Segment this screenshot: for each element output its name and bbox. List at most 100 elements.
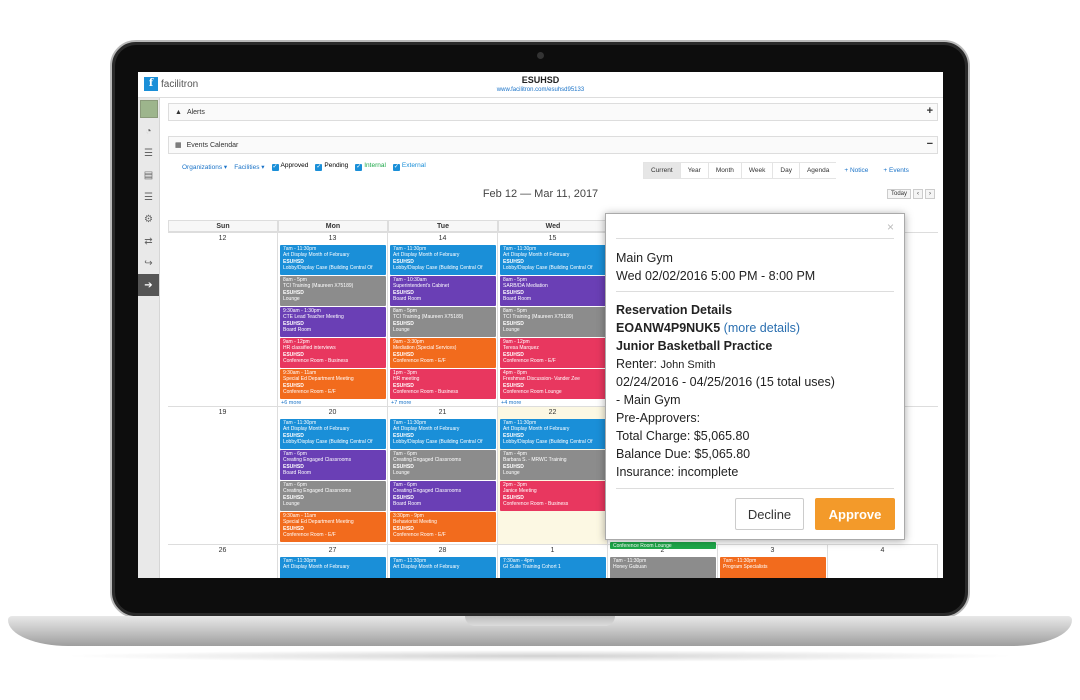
calendar-event[interactable]: 7am - 11:30pm Honey Gubuan	[610, 557, 716, 578]
list-details-icon[interactable]: ☰	[144, 191, 153, 203]
dashboard-icon[interactable]: ◔	[145, 125, 152, 137]
prev-button[interactable]: ‹	[913, 189, 924, 199]
user-avatar[interactable]	[140, 100, 158, 118]
view-day-button[interactable]: Day	[772, 162, 800, 179]
pending-filter[interactable]: ✓ Pending	[315, 162, 348, 171]
calendar-day-cell[interactable]: 2 7am - 11:30pm Honey Gubuan	[608, 545, 718, 578]
calendar-event[interactable]: 7am - 11:30pm Art Display Month of Februa…	[390, 419, 496, 449]
calendar-event[interactable]: 9:30am - 11am Special Ed Department Meeti…	[280, 369, 386, 399]
event-title: Art Display Month of February	[503, 426, 570, 433]
transfer-icon[interactable]: ⇄	[144, 235, 153, 247]
calendar-event[interactable]: 9:30am - 11am Special Ed Department Meeti…	[280, 512, 386, 542]
view-month-button[interactable]: Month	[707, 162, 742, 179]
calendar-event[interactable]: 7am - 4pm Barbara S. - MRWC Training ESUHS…	[500, 450, 606, 480]
calendar-day-cell[interactable]: 21 7am - 11:30pm Art Display Month of Febr…	[388, 407, 498, 544]
calendar-event[interactable]: 9am - 3:30pm Mediation (Special Services)…	[390, 338, 496, 368]
calendar-event[interactable]: 8am - 5pm TCI Training (Maureen X75189) ES…	[280, 276, 386, 306]
calendar-event[interactable]: 8am - 5pm SARB/DA Mediation ESUHSD Board Ro…	[500, 276, 606, 306]
add-notice-button[interactable]: + Notice	[836, 162, 877, 179]
facilities-dropdown[interactable]: Facilities ▾	[234, 163, 265, 171]
calendar-event[interactable]: 7am - 11:30pm Art Display Month of Februa…	[280, 419, 386, 449]
calendar-event[interactable]: 7:30am - 4pm GI Suite Training Cohort 1	[500, 557, 606, 578]
event-org: ESUHSD	[283, 320, 304, 327]
calendar-day-cell[interactable]: 4	[828, 545, 938, 578]
list-icon[interactable]: ☰	[144, 147, 153, 159]
arrow-right-icon[interactable]: ➔	[138, 274, 159, 296]
calendar-day-cell[interactable]: 14 7am - 11:30pm Art Display Month of Febr…	[388, 233, 498, 406]
more-events-link[interactable]: +6 more	[281, 400, 302, 406]
calendar-event[interactable]: 1pm - 3pm HR meeting ESUHSD Conference Room…	[390, 369, 496, 399]
calendar-day-cell[interactable]: 19	[168, 407, 278, 544]
gear-icon[interactable]: ⚙	[144, 213, 153, 225]
alerts-panel[interactable]: ▲ Alerts +	[168, 103, 938, 121]
logout-icon[interactable]: ↪	[144, 257, 153, 269]
calendar-day-cell[interactable]: 12	[168, 233, 278, 406]
calendar-event[interactable]: 7am - 11:30pm Art Display Month of Februa…	[280, 557, 386, 578]
decline-button[interactable]: Decline	[735, 498, 804, 530]
calendar-event[interactable]: 2pm - 3pm Janice Meeting ESUHSD Conference …	[500, 481, 606, 511]
calendar-event[interactable]: 9am - 12pm HR classified interviews ESUHSD…	[280, 338, 386, 368]
calendar-event[interactable]: 7am - 6pm Creating Engaged Classrooms ESUH…	[390, 450, 496, 480]
calendar-event[interactable]: 7am - 11:30pm Art Display Month of Februa…	[390, 245, 496, 275]
calendar-event[interactable]: 4pm - 8pm Freshman Discussion- Vander Zee…	[500, 369, 606, 399]
event-title: Creating Engaged Classrooms	[393, 457, 462, 464]
close-icon[interactable]: ×	[886, 220, 894, 234]
event-title: Behaviorist Meeting	[393, 519, 437, 526]
calendar-event[interactable]: 7am - 11:30pm Art Display Month of Februa…	[280, 245, 386, 275]
reservation-code: EOANW4P9NUK5	[616, 321, 721, 335]
event-time: 7:30am - 4pm	[503, 558, 534, 564]
today-button[interactable]: Today	[887, 189, 912, 199]
calendar-day-cell[interactable]: 26	[168, 545, 278, 578]
calendar-event[interactable]: 8am - 5pm TCI Training (Maureen X75189) ES…	[500, 307, 606, 337]
view-agenda-button[interactable]: Agenda	[798, 162, 838, 179]
calendar-event[interactable]: Conference Room Lounge	[610, 542, 716, 549]
more-details-link[interactable]: (more details)	[723, 321, 801, 335]
calendar-event[interactable]: 9:30am - 1:30pm CTE Lead Teacher Meeting E…	[280, 307, 386, 337]
calendar-day-cell[interactable]: 3 7am - 11:30pm Program Specialists	[718, 545, 828, 578]
view-current-button[interactable]: Current	[643, 162, 681, 179]
document-icon[interactable]: ▤	[143, 169, 154, 181]
day-number: 22	[548, 409, 557, 416]
calendar-event[interactable]: 7am - 6pm Creating Engaged Classrooms ESUH…	[280, 450, 386, 480]
calendar-event[interactable]: 7am - 6pm Creating Engaged Classrooms ESUH…	[390, 481, 496, 511]
calendar-event[interactable]: 7am - 11:30pm Art Display Month of Februa…	[500, 245, 606, 275]
view-week-button[interactable]: Week	[740, 162, 774, 179]
calendar-day-cell[interactable]: 13 7am - 11:30pm Art Display Month of Febr…	[278, 233, 388, 406]
event-time: 7am - 11:30pm	[393, 420, 427, 426]
event-time: 3:30pm - 9pm	[393, 513, 424, 519]
calendar-day-cell[interactable]: 22 7am - 11:30pm Art Display Month of Febr…	[498, 407, 608, 544]
calendar-event[interactable]: 8am - 5pm TCI Training (Maureen X75189) ES…	[390, 307, 496, 337]
expand-button[interactable]: +	[926, 105, 933, 117]
next-button[interactable]: ›	[925, 189, 936, 199]
more-events-link[interactable]: +7 more	[391, 400, 412, 406]
date-range-title: Feb 12 — Mar 11, 2017	[482, 188, 599, 200]
calendar-day-cell[interactable]: 15 7am - 11:30pm Art Display Month of Febr…	[498, 233, 608, 406]
calendar-event[interactable]: 7am - 11:30pm Art Display Month of Februa…	[500, 419, 606, 449]
organizations-dropdown[interactable]: Organizations ▾	[182, 163, 228, 171]
calendar-day-cell[interactable]: 28 7am - 11:30pm Art Display Month of Febr…	[388, 545, 498, 578]
calendar-event[interactable]: 7am - 11:30pm Art Display Month of Februa…	[390, 557, 496, 578]
calendar-day-cell[interactable]: 20 7am - 11:30pm Art Display Month of Febr…	[278, 407, 388, 544]
add-events-button[interactable]: + Events	[875, 162, 917, 179]
calendar-event[interactable]: 7am - 11:30pm Program Specialists	[720, 557, 826, 578]
approved-filter[interactable]: ✓ Approved	[271, 162, 308, 171]
event-title: Art Display Month of February	[283, 564, 350, 571]
calendar-event[interactable]: 7am - 6pm Creating Engaged Classrooms ESUH…	[280, 481, 386, 511]
org-url-link[interactable]: www.facilitron.com/esuhsd95133	[496, 87, 585, 93]
event-org: ESUHSD	[393, 382, 414, 389]
calendar-event[interactable]: 3:30pm - 9pm Behaviorist Meeting ESUHSD Con…	[390, 512, 496, 542]
event-place: Conference Room - Business	[393, 388, 459, 395]
external-filter[interactable]: ✓ External	[392, 162, 426, 171]
facilitron-logo[interactable]: f facilitron	[144, 77, 198, 91]
calendar-day-cell[interactable]: 27 7am - 11:30pm Art Display Month of Febr…	[278, 545, 388, 578]
calendar-event[interactable]: 7am - 10:30am Superintendent's Cabinet ESU…	[390, 276, 496, 306]
event-time: 7am - 11:30pm	[283, 420, 317, 426]
collapse-button[interactable]: −	[926, 138, 933, 150]
internal-filter[interactable]: ✓ Internal	[355, 162, 386, 171]
calendar-day-cell[interactable]: 1 7:30am - 4pm GI Suite Training Cohort 1	[498, 545, 608, 578]
calendar-event[interactable]: 9am - 12pm Teresa Marquez ESUHSD Conference…	[500, 338, 606, 368]
view-year-button[interactable]: Year	[679, 162, 709, 179]
more-events-link[interactable]: +4 more	[501, 400, 522, 406]
approve-button[interactable]: Approve	[815, 498, 895, 530]
event-title: Creating Engaged Classrooms	[283, 488, 352, 495]
